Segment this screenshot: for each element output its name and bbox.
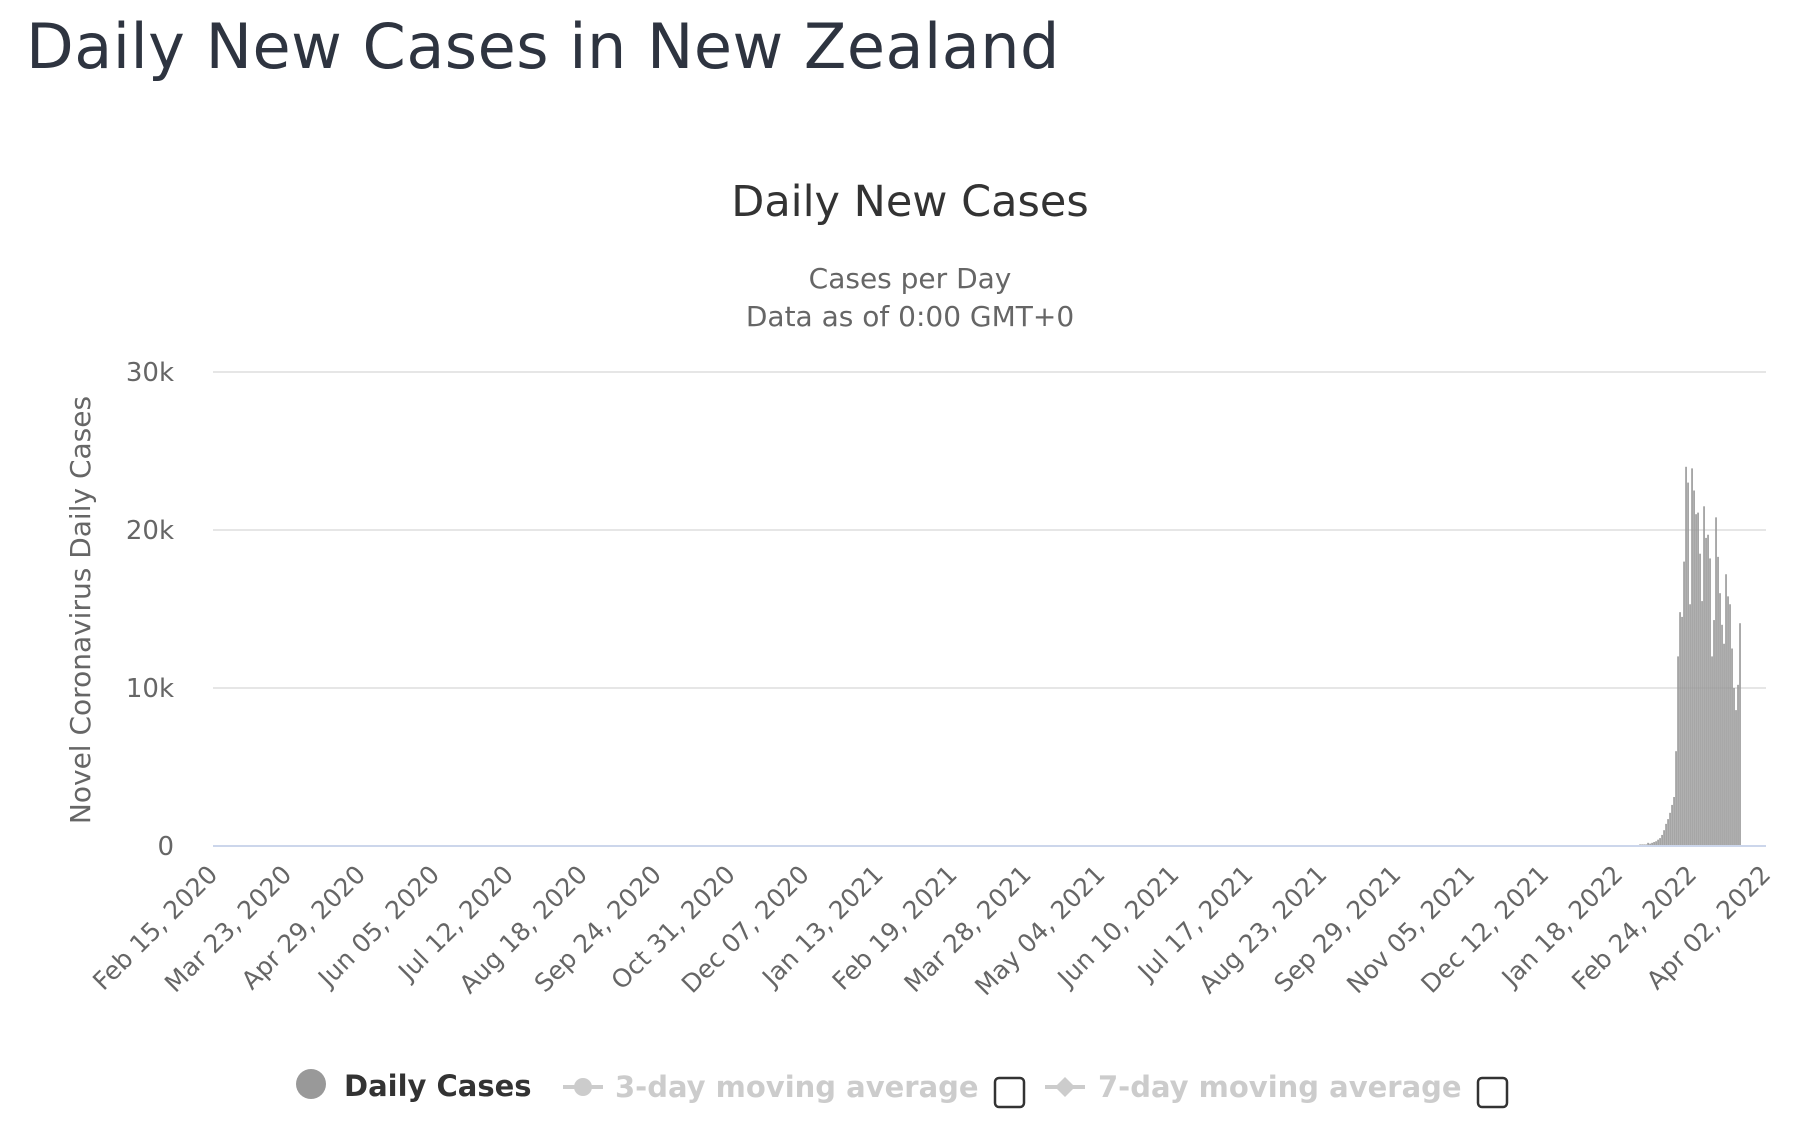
legend-label-3-day-moving-average: 3-day moving average	[615, 1070, 979, 1104]
bar	[1711, 656, 1713, 846]
bar	[1715, 517, 1717, 846]
x-tick-label: Nov 05, 2021	[1341, 860, 1480, 999]
bar	[1681, 616, 1683, 846]
bar	[1647, 842, 1649, 846]
bar	[1727, 596, 1729, 846]
bar	[1659, 838, 1661, 846]
chart-subtitle-line-1: Cases per Day	[809, 262, 1012, 295]
bar	[1699, 553, 1701, 846]
bar	[1737, 684, 1739, 846]
legend-item-3-day-moving-average[interactable]: 3-day moving average	[563, 1070, 979, 1104]
bar	[1703, 506, 1705, 846]
checkbox-7-day-moving-average[interactable]	[1476, 1076, 1509, 1109]
bar	[1685, 466, 1687, 846]
bar	[1651, 842, 1653, 846]
x-tick-label: Mar 23, 2020	[159, 860, 297, 998]
x-tick-label: Sep 29, 2021	[1268, 860, 1406, 998]
bar	[1675, 751, 1677, 846]
x-tick-label: Sep 24, 2020	[529, 860, 667, 998]
bar	[1649, 843, 1651, 846]
bar	[1719, 593, 1721, 846]
legend-marker-circle-icon	[574, 1078, 592, 1096]
bar	[1695, 514, 1697, 846]
x-tick-label: Aug 23, 2021	[1193, 860, 1332, 999]
x-tick-label: May 04, 2021	[969, 860, 1110, 1001]
legend-marker-diamond-icon	[1055, 1077, 1075, 1097]
y-tick-label: 30k	[126, 358, 174, 388]
bar	[1735, 710, 1737, 846]
legend-label-daily-cases: Daily Cases	[344, 1069, 532, 1103]
legend-label-7-day-moving-average: 7-day moving average	[1098, 1070, 1462, 1104]
bar	[1707, 534, 1709, 846]
bar	[1683, 561, 1685, 846]
bar	[1687, 482, 1689, 846]
bar	[1697, 512, 1699, 846]
bar	[1733, 688, 1735, 846]
chart-title: Daily New Cases	[731, 177, 1089, 227]
checkbox-3-day-moving-average[interactable]	[993, 1076, 1026, 1109]
x-tick-label: Dec 12, 2021	[1415, 860, 1554, 999]
legend-item-7-day-moving-average[interactable]: 7-day moving average	[1045, 1070, 1462, 1104]
bar	[1653, 842, 1655, 846]
page-title: Daily New Cases in New Zealand	[26, 10, 1060, 83]
bar	[1739, 623, 1741, 846]
bar	[1731, 648, 1733, 846]
legend-marker-daily-cases	[296, 1069, 326, 1099]
bar	[1709, 558, 1711, 846]
bar	[1673, 797, 1675, 846]
bar	[1655, 841, 1657, 846]
bar	[1667, 819, 1669, 846]
bar	[1693, 490, 1695, 846]
bar	[1677, 656, 1679, 846]
bar	[1717, 556, 1719, 846]
y-tick-label: 0	[157, 832, 174, 862]
x-tick-label: Dec 07, 2020	[676, 860, 815, 999]
bar	[1721, 624, 1723, 846]
bar	[1723, 643, 1725, 846]
bar	[1663, 830, 1665, 846]
y-axis-label: Novel Coronavirus Daily Cases	[64, 396, 97, 824]
bar	[1705, 537, 1707, 846]
bar	[1669, 812, 1671, 846]
y-tick-label: 10k	[126, 674, 174, 704]
x-tick-label: Aug 18, 2020	[454, 860, 593, 999]
bar	[1689, 604, 1691, 846]
y-axis-ticks: 0 10k 20k 30k	[126, 358, 174, 862]
bar	[1713, 620, 1715, 846]
bar	[1691, 468, 1693, 846]
bar	[1729, 604, 1731, 846]
bar	[1725, 574, 1727, 846]
x-tick-label: Mar 28, 2021	[899, 860, 1037, 998]
bar	[1657, 839, 1659, 846]
legend-item-daily-cases[interactable]: Daily Cases	[296, 1069, 532, 1103]
y-tick-label: 20k	[126, 516, 174, 546]
bar	[1701, 601, 1703, 846]
chart-legend: Daily Cases 3-day moving average 7-day m…	[296, 1069, 1509, 1109]
bar	[1679, 612, 1681, 846]
bar	[1665, 823, 1667, 846]
bar-series-daily-cases[interactable]	[1639, 466, 1741, 846]
chart-subtitle-line-2: Data as of 0:00 GMT+0	[746, 300, 1074, 333]
grid-lines	[213, 371, 1766, 689]
bar	[1661, 834, 1663, 846]
bar	[1671, 804, 1673, 846]
x-tick-label: Feb 15, 2020	[87, 860, 223, 996]
